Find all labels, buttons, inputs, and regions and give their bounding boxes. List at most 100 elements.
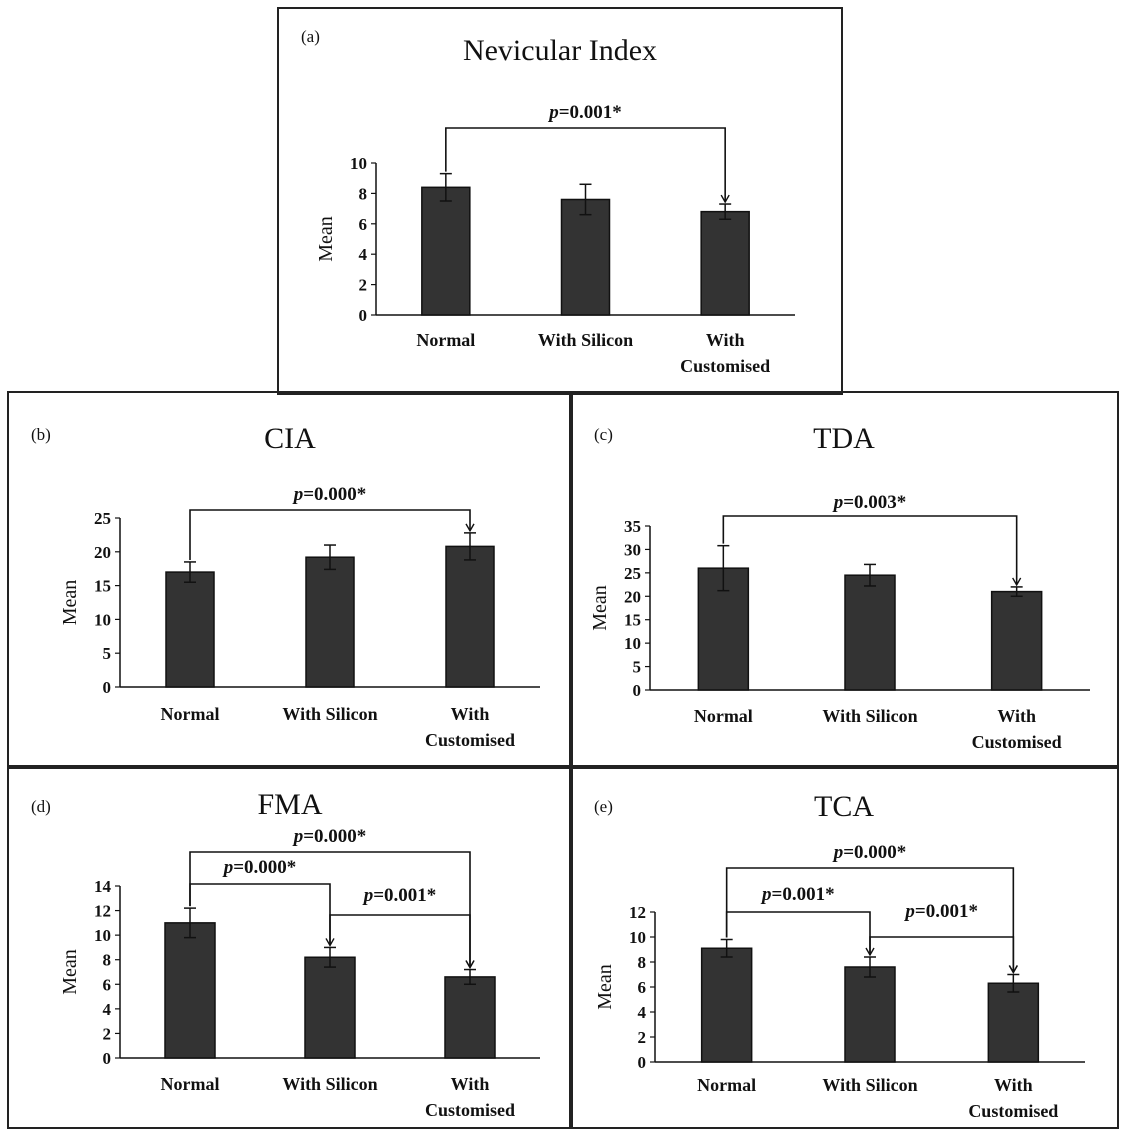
chart-panel-1: (b) CIA 0 5 10 15 20 25 Mean Normal With Silicon Wi… [7,391,573,769]
panel-frame [277,7,843,395]
y-tick-label: 6 [359,215,368,234]
p-value-label: p=0.001* [547,102,622,123]
y-tick-label: 5 [103,644,112,663]
x-tick-label: With Silicon [282,1074,377,1094]
y-tick-label: 10 [624,634,641,653]
p-value-label: p=0.003* [832,492,907,513]
x-tick-label: With [997,706,1036,726]
x-tick-label: Normal [694,706,753,726]
x-tick-label: With Silicon [282,704,377,724]
y-tick-label: 8 [103,951,112,970]
significance-bracket [189,851,471,968]
x-tick-label: With [451,704,490,724]
chart-panel-3: (d) FMA 0 2 4 6 8 10 12 14 Mean Normal With Silicon W… [7,765,573,1129]
x-tick-label: Normal [416,330,475,350]
x-tick-label: Normal [161,704,220,724]
x-tick-label: Customised [425,730,515,750]
panel-frame [569,391,1119,769]
bar [165,571,215,688]
y-tick-label: 15 [624,611,641,630]
p-value-label: p=0.000* [832,842,907,863]
panel-label: (e) [594,797,613,816]
bar [700,210,750,316]
chart-panel-2: (c) TDA 0 5 10 15 20 25 30 35 Mean Normal With Silic… [569,391,1119,769]
bar [445,545,495,688]
chart-title: TCA [814,790,874,823]
panel-frame [7,391,573,769]
y-tick-label: 4 [638,1003,647,1022]
y-tick-label: 8 [638,953,647,972]
significance-bracket [445,127,726,203]
y-tick-label: 35 [624,517,641,536]
y-tick-label: 0 [638,1053,647,1072]
y-tick-label: 25 [94,509,111,528]
bracket-arrow [1012,577,1022,587]
significance-bracket [722,515,1018,585]
chart-title: TDA [813,422,875,455]
y-tick-label: 4 [359,245,368,264]
y-tick-label: 14 [94,877,112,896]
y-tick-label: 2 [359,276,368,295]
x-tick-label: Customised [968,1101,1058,1121]
p-value-label: p=0.000* [222,857,297,878]
y-tick-label: 0 [103,678,112,697]
y-tick-label: 10 [350,154,367,173]
chart-panel-0: (a) Nevicular Index 0 2 4 6 8 10 Mean Normal With … [277,7,843,395]
y-tick-label: 15 [94,577,111,596]
panel-label: (d) [31,797,51,816]
x-tick-label: Normal [161,1074,220,1094]
y-tick-label: 12 [629,903,646,922]
x-tick-label: With Silicon [822,1075,917,1095]
bar [844,966,896,1063]
p-value-label: p=0.000* [292,484,367,505]
panel-frame [7,765,573,1129]
y-tick-label: 25 [624,564,641,583]
panel-label: (b) [31,425,51,444]
panel-label: (c) [594,425,613,444]
y-tick-label: 6 [638,978,647,997]
significance-bracket [725,867,1015,973]
bar [844,574,896,691]
y-tick-label: 10 [629,928,646,947]
bar [987,982,1040,1063]
y-axis-label: Mean [589,585,611,631]
y-axis-label: Mean [594,964,616,1010]
x-tick-label: With [994,1075,1033,1095]
y-tick-label: 2 [103,1024,112,1043]
y-tick-label: 12 [94,902,111,921]
bracket-arrow [465,523,475,533]
y-tick-label: 6 [103,975,112,994]
significance-bracket [869,936,1015,973]
bar [444,976,496,1059]
y-axis-label: Mean [315,216,337,262]
x-tick-label: With Silicon [822,706,917,726]
y-tick-label: 0 [103,1049,112,1068]
significance-bracket [189,509,471,560]
bar [697,567,750,691]
y-axis-label: Mean [59,580,81,626]
p-value-label: p=0.001* [903,901,978,922]
y-axis-label: Mean [59,949,81,995]
significance-bracket [725,911,871,955]
x-tick-label: With [451,1074,490,1094]
y-tick-label: 4 [103,1000,112,1019]
bar [560,198,611,316]
chart-panel-4: (e) TCA 0 2 4 6 8 10 12 Mean Normal With Silicon Wit… [569,765,1119,1129]
y-tick-label: 20 [94,543,111,562]
bracket-arrow [720,194,730,204]
bar [421,186,471,316]
x-tick-label: With Silicon [538,330,633,350]
panel-label: (a) [301,27,320,46]
y-tick-label: 5 [633,658,642,677]
y-tick-label: 0 [359,306,368,325]
x-tick-label: With [706,330,745,350]
bracket-arrow [465,960,475,969]
bar [990,590,1043,691]
p-value-label: p=0.001* [362,885,437,906]
y-tick-label: 20 [624,587,641,606]
chart-title: FMA [257,788,322,821]
bracket-arrow [325,938,335,947]
y-tick-label: 8 [359,184,368,203]
bar [700,947,753,1063]
